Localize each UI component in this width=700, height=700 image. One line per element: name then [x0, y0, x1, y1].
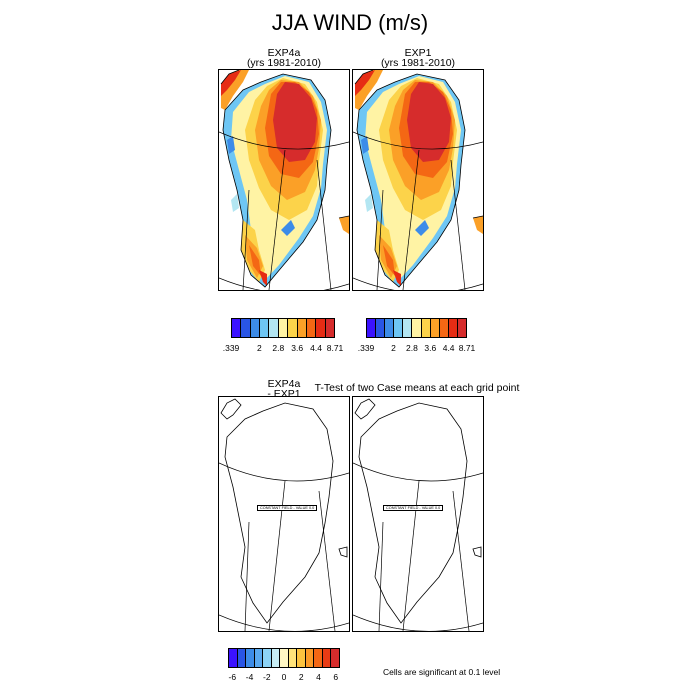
- map-panel-exp4a: [218, 69, 350, 291]
- wind-field-shading: [221, 70, 349, 287]
- tick-label: 2.8: [405, 343, 418, 353]
- colorbar-swatch: [305, 649, 315, 667]
- tick-label: 4.4: [310, 343, 322, 353]
- panel-title-exp1: EXP1 (yrs 1981-2010): [352, 47, 484, 69]
- figure-title: JJA WIND (m/s): [271, 10, 429, 35]
- colorbar-swatch: [325, 319, 334, 337]
- colorbar-swatch: [306, 319, 317, 337]
- map-panel-exp1: [352, 69, 484, 291]
- colorbar-swatch: [269, 319, 279, 337]
- significance-note: Cells are significant at 0.1 level: [383, 667, 501, 677]
- colorbar-swatch: [322, 649, 332, 667]
- tick-label: 2: [298, 672, 304, 682]
- colorbar-swatch: [288, 649, 298, 667]
- colorbar-swatch: [367, 319, 377, 337]
- panel-years: (yrs 1981-2010): [380, 57, 456, 69]
- map-panel-ttest: CONSTANT FIELD - VALUE 0.0: [352, 396, 484, 632]
- tick-label: 2: [391, 343, 396, 353]
- wind-colorbar-exp1: [366, 318, 467, 338]
- graticule-lines: [219, 131, 349, 290]
- tick-label: .339: [357, 343, 375, 353]
- tick-label: 6: [333, 672, 339, 682]
- colorbar-swatch: [246, 649, 255, 667]
- colorbar-swatch: [297, 319, 307, 337]
- panel-years: (yrs 1981-2010): [246, 57, 322, 69]
- colorbar-swatch: [457, 319, 467, 337]
- colorbar-swatch: [229, 649, 238, 667]
- greenland-coastline: [220, 398, 348, 624]
- graticule-lines: [219, 462, 349, 631]
- colorbar-swatch: [412, 319, 422, 337]
- panel-case-name: EXP4a: [267, 378, 301, 390]
- colorbar-swatch: [232, 319, 242, 337]
- constant-field-label: CONSTANT FIELD - VALUE 0.0: [257, 505, 318, 511]
- colorbar-swatch: [316, 319, 326, 337]
- colorbar-swatch: [263, 649, 272, 667]
- colorbar-swatch: [385, 319, 395, 337]
- tick-label: -6: [228, 672, 237, 682]
- colorbar-swatch: [271, 649, 281, 667]
- colorbar-swatch: [278, 319, 289, 337]
- panel-case-name: EXP1: [404, 47, 432, 59]
- colorbar-swatch: [448, 319, 458, 337]
- map-panel-difference: CONSTANT FIELD - VALUE 0.0: [218, 396, 350, 632]
- colorbar-swatch: [260, 319, 270, 337]
- tick-label: 8.71: [326, 343, 344, 353]
- colorbar-swatch: [421, 319, 431, 337]
- tick-label: 2: [256, 343, 262, 353]
- greenland-coastline: [354, 70, 483, 288]
- greenland-coastline: [354, 398, 482, 624]
- greenland-coastline: [220, 70, 349, 288]
- colorbar-swatch: [280, 649, 289, 667]
- panel-case-subtitle: - EXP1: [267, 388, 301, 400]
- difference-colorbar-ticks: -6 -4 -2 0 2 4 6: [228, 672, 340, 684]
- wind-field-shading: [355, 70, 483, 287]
- panel-title-ttest: T-Test of two Case means at each grid po…: [314, 382, 520, 394]
- colorbar-swatch: [394, 319, 404, 337]
- tick-label: -2: [262, 672, 271, 682]
- colorbar-swatch: [288, 319, 298, 337]
- colorbar-swatch: [314, 649, 323, 667]
- colorbar-swatch: [241, 319, 251, 337]
- colorbar-swatch: [430, 319, 440, 337]
- colorbar-swatch: [403, 319, 413, 337]
- tick-label: 8.71: [458, 343, 476, 353]
- difference-colorbar: [228, 648, 340, 668]
- tick-label: 4.4: [442, 343, 455, 353]
- tick-label: 3.6: [291, 343, 304, 353]
- tick-label: .339: [222, 343, 240, 353]
- graticule-lines: [353, 462, 483, 631]
- colorbar-swatch: [254, 649, 264, 667]
- colorbar-swatch: [297, 649, 306, 667]
- panel-case-name: EXP4a: [267, 47, 301, 59]
- tick-label: 2.8: [272, 343, 285, 353]
- panel-title-difference: EXP4a - EXP1: [218, 378, 350, 400]
- tick-label: 4: [316, 672, 321, 682]
- colorbar-swatch: [376, 319, 386, 337]
- colorbar-swatch: [250, 319, 261, 337]
- colorbar-swatch: [237, 649, 247, 667]
- colorbar-swatch: [331, 649, 339, 667]
- wind-colorbar-ticks-exp4a: .339 2 2.8 3.6 4.4 8.71: [223, 343, 344, 355]
- wind-colorbar-exp4a: [231, 318, 335, 338]
- wind-colorbar-ticks-exp1: .339 2 2.8 3.6 4.4 8.71: [358, 343, 476, 355]
- graticule-lines: [353, 131, 483, 290]
- tick-label: 3.6: [424, 343, 437, 353]
- tick-label: -4: [245, 672, 254, 682]
- tick-label: 0: [281, 672, 287, 682]
- constant-field-label: CONSTANT FIELD - VALUE 0.0: [383, 505, 444, 511]
- colorbar-swatch: [439, 319, 449, 337]
- panel-title-exp4a: EXP4a (yrs 1981-2010): [218, 47, 350, 69]
